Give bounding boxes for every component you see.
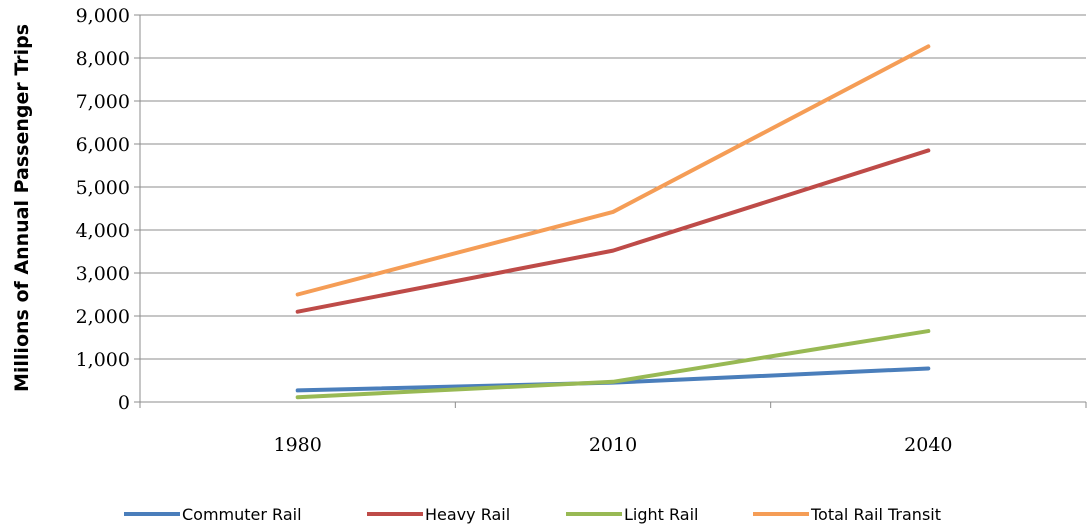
x-tick-label: 1980 xyxy=(273,434,321,456)
legend-label: Commuter Rail xyxy=(182,505,302,524)
x-tick-label: 2010 xyxy=(589,434,637,456)
y-tick-labels: 0 1,000 2,000 3,000 4,000 5,000 6,000 7,000 8,00… xyxy=(76,5,130,414)
y-tick-label: 2,000 xyxy=(76,306,130,328)
y-axis-label: Millions of Annual Passenger Trips xyxy=(11,24,33,392)
x-tick-labels: 1980 2010 2040 xyxy=(273,434,952,456)
y-tick-label: 6,000 xyxy=(76,134,130,156)
series-line-light-rail xyxy=(295,329,931,400)
legend-label: Light Rail xyxy=(624,505,698,524)
y-tick-label: 9,000 xyxy=(76,5,130,27)
x-tick-label: 2040 xyxy=(904,434,952,456)
series-line-total-rail-transit xyxy=(295,44,931,297)
y-tick-label: 7,000 xyxy=(76,91,130,113)
legend-label: Total Rail Transit xyxy=(810,505,941,524)
legend-label: Heavy Rail xyxy=(425,505,510,524)
y-tick-label: 3,000 xyxy=(76,263,130,285)
y-tick-label: 1,000 xyxy=(76,349,130,371)
y-tick-label: 8,000 xyxy=(76,48,130,70)
series-lines xyxy=(295,44,931,400)
legend: Commuter Rail Heavy Rail Light Rail Total R… xyxy=(124,505,941,524)
series-line-commuter-rail xyxy=(295,366,931,393)
y-tick-label: 5,000 xyxy=(76,177,130,199)
y-tick-label: 4,000 xyxy=(76,220,130,242)
series-line-heavy-rail xyxy=(295,148,931,314)
gridlines xyxy=(140,14,1086,360)
axes xyxy=(134,14,1087,408)
y-tick-label: 0 xyxy=(118,392,130,414)
